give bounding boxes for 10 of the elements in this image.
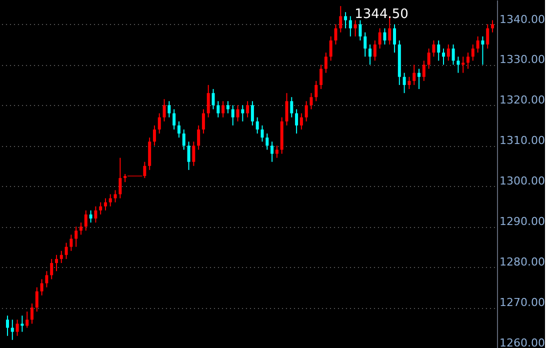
y-tick-label: 1300.00 <box>500 174 545 188</box>
y-tick-label: 1260.00 <box>500 336 545 348</box>
y-tick-label: 1270.00 <box>500 296 545 310</box>
y-tick-label: 1290.00 <box>500 215 545 228</box>
y-tick-label: 1310.00 <box>500 134 545 148</box>
y-tick-label: 1340.00 <box>500 12 545 26</box>
y-tick-label: 1280.00 <box>500 256 545 269</box>
y-tick-label: 1330.00 <box>500 53 545 66</box>
y-tick-label: 1320.00 <box>500 94 545 107</box>
annotation: 1344.50 <box>354 7 408 22</box>
